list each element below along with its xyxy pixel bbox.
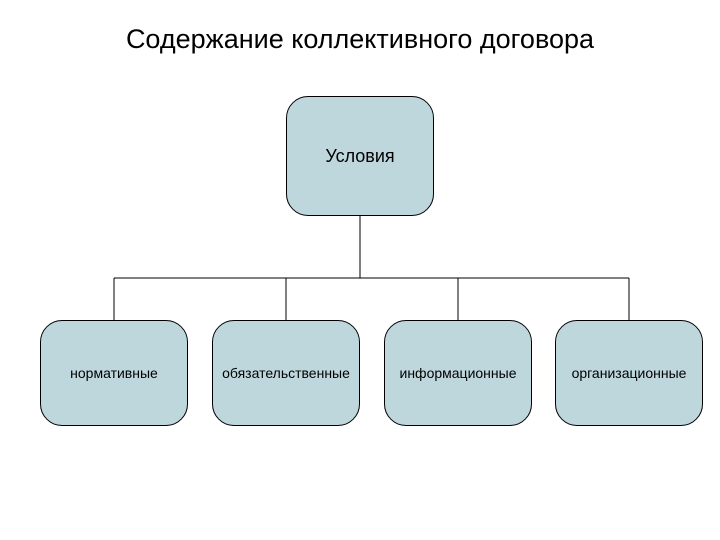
diagram-page: Содержание коллективного договора Услови… [0, 0, 720, 540]
child-node-label: нормативные [70, 365, 158, 381]
child-node: обязательственные [212, 320, 360, 426]
connector-lines [0, 0, 720, 540]
child-node: информационные [384, 320, 532, 426]
child-node: организационные [555, 320, 703, 426]
child-node-label: обязательственные [222, 365, 350, 381]
child-node: нормативные [40, 320, 188, 426]
root-node-label: Условия [325, 146, 394, 167]
child-node-label: организационные [572, 365, 687, 381]
root-node: Условия [286, 96, 434, 216]
child-node-label: информационные [400, 365, 517, 381]
diagram-title: Содержание коллективного договора [0, 24, 720, 55]
